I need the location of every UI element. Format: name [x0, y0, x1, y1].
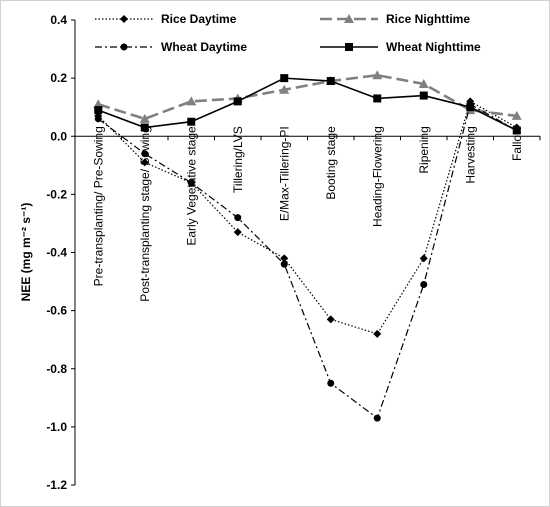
legend-label: Wheat Nighttime [386, 40, 481, 54]
legend-label: Wheat Daytime [161, 40, 247, 54]
data-point-square [345, 43, 353, 51]
data-point-square [512, 126, 521, 135]
data-point-square [187, 117, 196, 126]
series-wheat-nighttime [94, 74, 521, 135]
x-category-label: E/Max-Tillering-PI [277, 126, 291, 221]
y-tick-label: 0.2 [50, 71, 67, 85]
data-point-triangle [511, 110, 522, 120]
data-point-square [280, 74, 289, 83]
x-category-label: Ripening [417, 126, 431, 173]
data-point-diamond [120, 15, 128, 23]
data-point-square [419, 91, 428, 100]
data-point-diamond [419, 254, 428, 263]
legend-item: Rice Daytime [95, 12, 237, 26]
x-category-label: Post-transplanting stage/ Sowing [138, 126, 152, 301]
y-tick-label: -1.0 [46, 420, 67, 434]
legend-item: Wheat Daytime [95, 40, 247, 54]
y-axis-title: NEE (mg m⁻² s⁻¹) [19, 203, 33, 302]
data-point-circle [234, 214, 242, 222]
data-point-square [94, 106, 103, 115]
data-point-square [140, 123, 149, 132]
legend-item: Wheat Nighttime [320, 40, 481, 54]
y-tick-label: -1.2 [46, 478, 67, 492]
legend-label: Rice Daytime [161, 12, 237, 26]
x-category-label: Heading-Flowering [370, 126, 384, 227]
data-point-circle [280, 260, 288, 268]
category-label-layer: Pre-transplanting/ Pre-Sowing Post-transp… [91, 126, 524, 302]
data-point-triangle [344, 14, 354, 23]
x-category-label: Booting stage [324, 126, 338, 200]
data-point-circle [187, 179, 195, 187]
data-point-circle [141, 150, 149, 158]
data-point-square [233, 97, 242, 106]
data-point-diamond [326, 315, 335, 324]
data-point-circle [94, 115, 102, 123]
data-point-circle [373, 414, 381, 422]
y-tick-label: -0.4 [46, 246, 67, 260]
legend: Rice Daytime Rice Nighttime Wheat Daytime W… [95, 12, 481, 54]
data-point-circle [327, 379, 335, 387]
series-layer [93, 70, 522, 422]
data-point-diamond [140, 158, 149, 167]
data-point-diamond [280, 254, 289, 263]
series-line [97, 73, 517, 121]
y-tick-label: 0.0 [50, 129, 67, 143]
data-point-triangle [186, 96, 197, 106]
data-point-triangle [279, 84, 290, 94]
legend-label: Rice Nighttime [386, 12, 470, 26]
y-tick-label: 0.4 [50, 13, 67, 27]
x-category-label: Tillering/LVS [231, 126, 245, 193]
data-point-triangle [418, 78, 429, 88]
series-line [97, 103, 518, 420]
y-tick-label: -0.2 [46, 187, 67, 201]
data-point-square [466, 103, 475, 112]
data-point-circle [420, 280, 428, 288]
data-point-square [326, 77, 335, 86]
x-category-label: Fallow [510, 126, 524, 161]
data-point-square [373, 94, 382, 103]
x-category-label: Pre-transplanting/ Pre-Sowing [91, 126, 105, 286]
data-point-diamond [233, 228, 242, 237]
data-point-circle [120, 43, 128, 51]
data-point-triangle [93, 99, 104, 109]
series-line [97, 77, 518, 132]
x-category-label: Harvesting [463, 126, 477, 183]
legend-item: Rice Nighttime [320, 12, 470, 26]
axes-layer: 0.4 0.2 0.0 -0.2 -0.4 -0.6 -0.8 -1.0 -1.2 [46, 13, 541, 492]
data-point-diamond [373, 329, 382, 338]
y-tick-label: -0.6 [46, 304, 67, 318]
series-line [97, 100, 518, 335]
x-category-label: Early Vegetative stage [184, 126, 198, 246]
y-tick-label: -0.8 [46, 362, 67, 376]
data-point-triangle [372, 70, 383, 80]
data-point-triangle [139, 113, 150, 123]
